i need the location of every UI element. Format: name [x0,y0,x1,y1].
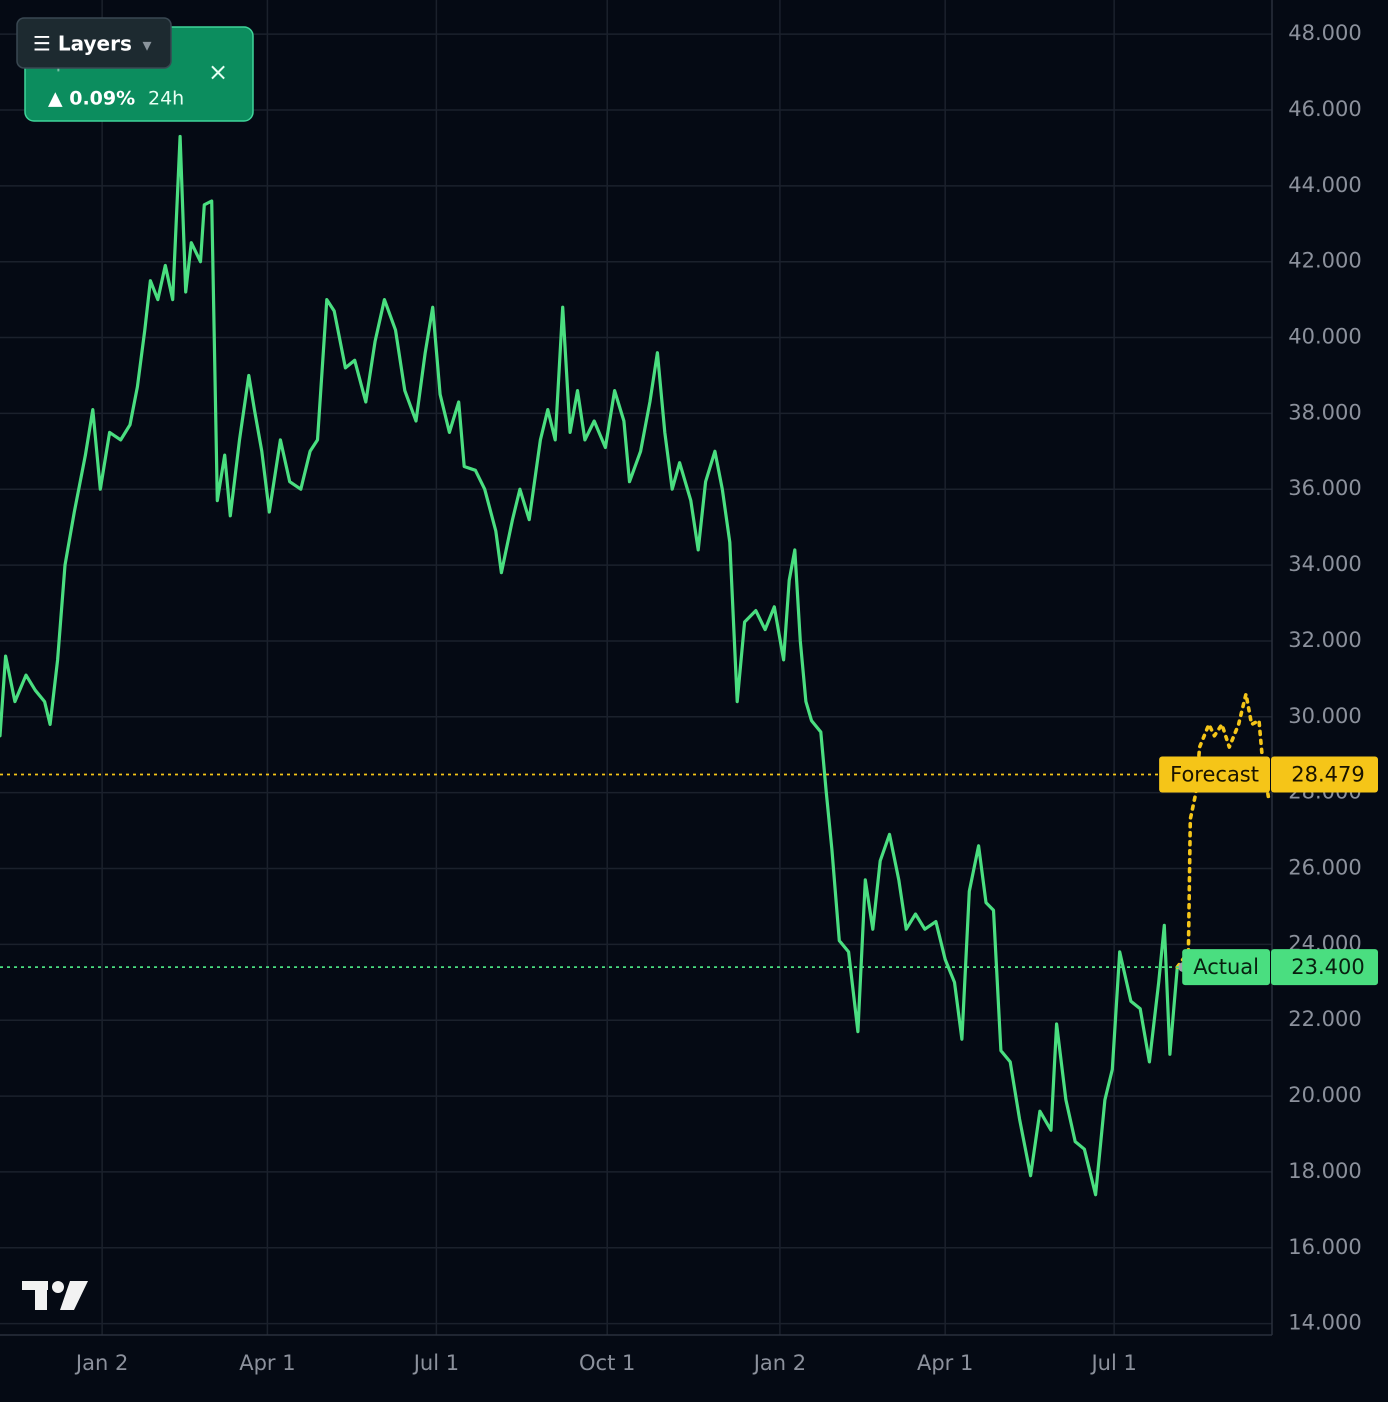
price-tag-name-bg [1182,949,1270,986]
price-tag-value: 28.479 [1291,762,1364,786]
y-tick-label: 34.000 [1288,552,1361,576]
y-tick-label: 40.000 [1288,325,1361,349]
y-tick-label: 20.000 [1288,1083,1361,1107]
x-tick-label: Jan 2 [74,1351,128,1375]
price-tag-value-bg [1271,949,1378,986]
series-line [1175,692,1271,969]
y-tick-label: 38.000 [1288,400,1361,424]
y-tick-label: 44.000 [1288,173,1361,197]
y-tick-label: 32.000 [1288,628,1361,652]
layers-label[interactable]: ☰ Layers [33,32,132,56]
card-change: ▲ 0.09% [48,88,135,110]
logo-part [35,1281,47,1310]
y-tick-label: 18.000 [1288,1159,1361,1183]
series-line [0,134,1179,1197]
y-tick-label: 16.000 [1288,1235,1361,1259]
y-tick-label: 26.000 [1288,856,1361,880]
x-tick-label: Jul 1 [412,1351,459,1375]
y-tick-label: 36.000 [1288,476,1361,500]
y-tick-label: 48.000 [1288,21,1361,45]
logo-part [60,1281,88,1310]
price-tags: Actual 23.400 Forecast 28.479 [0,756,1378,986]
x-tick-label: Jan 2 [752,1351,806,1375]
price-tag-name-bg [1159,756,1270,793]
price-tag-name: Actual [1193,955,1259,979]
layers-caret[interactable]: ▾ [142,35,151,56]
x-tick-label: Apr 1 [917,1351,973,1375]
y-tick-label: 30.000 [1288,704,1361,728]
layers-bg[interactable] [16,17,172,69]
y-tick-label: 46.000 [1288,97,1361,121]
price-tag-name: Forecast [1170,762,1259,786]
close-button[interactable]: × [208,58,228,86]
card-period: 24h [148,88,184,110]
price-tag-value: 23.400 [1291,955,1364,979]
layers-button[interactable]: ☰ Layers ▾ [16,17,172,69]
y-tick-label: 22.000 [1288,1007,1361,1031]
x-tick-label: Oct 1 [579,1351,635,1375]
y-tick-label: 42.000 [1288,249,1361,273]
price-tag-value-bg [1271,756,1378,793]
grid [0,0,1272,1335]
x-tick-label: Jul 1 [1089,1351,1136,1375]
logo-part [52,1281,64,1293]
tradingview-logo [22,1281,88,1310]
y-tick-label: 14.000 [1288,1311,1361,1335]
x-tick-label: Apr 1 [239,1351,295,1375]
